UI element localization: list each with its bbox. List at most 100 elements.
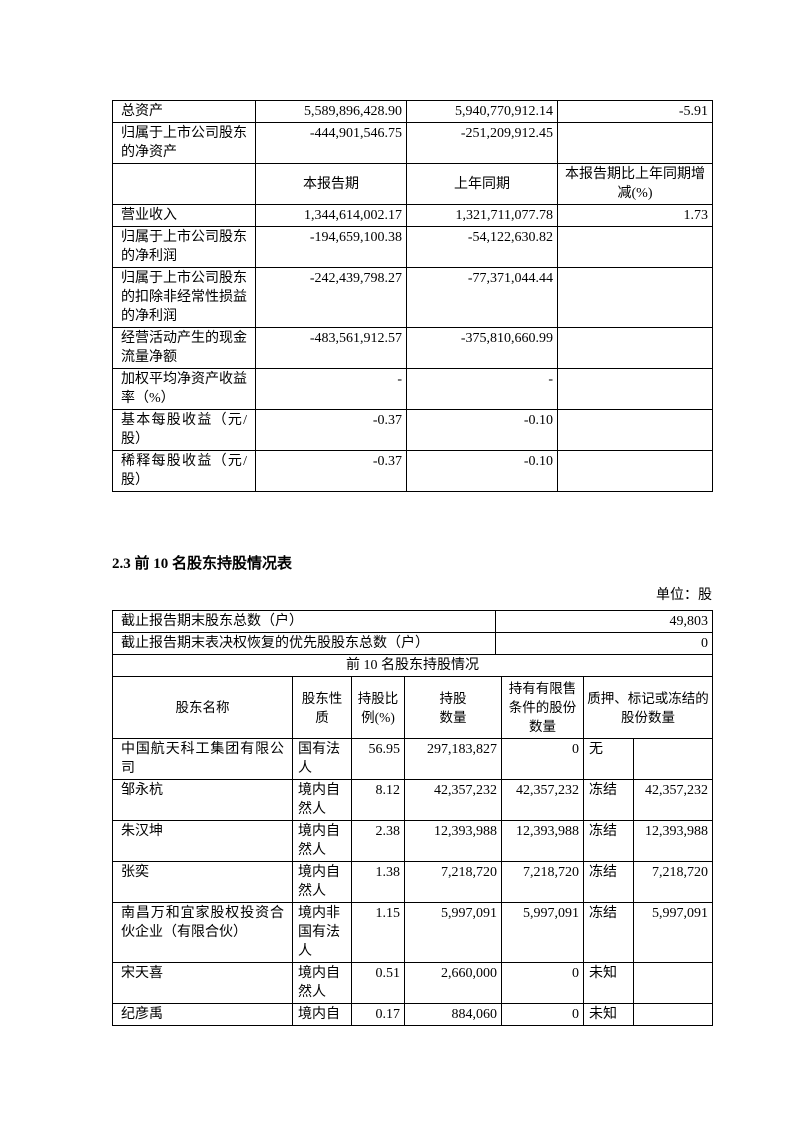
restricted-shares: 0	[501, 1003, 584, 1026]
pledge-shares	[632, 738, 714, 780]
row-label: 营业收入	[112, 204, 256, 227]
shareholder-row: 中国航天科工集团有限公司 国有法人 56.95 297,183,827 0 无	[112, 738, 714, 780]
shareholder-header-row: 股东名称 股东性 质 持股比 例(%) 持股 数量 持有有限售 条件的股份 数量…	[112, 676, 714, 739]
current-period-value: 5,589,896,428.90	[255, 100, 407, 123]
shareholder-row: 邹永杭 境内自然人 8.12 42,357,232 42,357,232 冻结 …	[112, 779, 714, 821]
change-value	[557, 368, 713, 410]
header-pledge-frozen: 质押、标记或冻结的 股份数量	[582, 676, 714, 739]
restricted-shares: 0	[501, 962, 584, 1004]
shareholder-row: 南昌万和宜家股权投资合伙企业（有限合伙） 境内非国有法人 1.15 5,997,…	[112, 902, 714, 963]
header-restricted-shares: 持有有限售 条件的股份 数量	[501, 676, 584, 739]
shareholding-ratio: 1.38	[351, 861, 405, 903]
table-row: 经营活动产生的现金流量净额 -483,561,912.57 -375,810,6…	[112, 327, 713, 369]
shareholding-ratio: 0.51	[351, 962, 405, 1004]
page-content: 总资产 5,589,896,428.90 5,940,770,912.14 -5…	[111, 100, 714, 1026]
pledge-status: 未知	[583, 962, 634, 1004]
table-row: 总资产 5,589,896,428.90 5,940,770,912.14 -5…	[112, 100, 713, 123]
shareholding-ratio: 2.38	[351, 820, 405, 862]
table-row: 加权平均净资产收益率（%） - -	[112, 368, 713, 410]
prior-period-value: -77,371,044.44	[406, 267, 558, 328]
prior-period-value: -54,122,630.82	[406, 226, 558, 268]
shareholder-name: 宋天喜	[112, 962, 293, 1004]
row-label: 归属于上市公司股东的净资产	[112, 122, 256, 164]
prior-period-value: 5,940,770,912.14	[406, 100, 558, 123]
current-period-value: -0.37	[255, 450, 407, 492]
shareholder-name: 朱汉坤	[112, 820, 293, 862]
table-row: 稀释每股收益（元/股） -0.37 -0.10	[112, 450, 713, 492]
shareholding-ratio: 56.95	[351, 738, 405, 780]
shareholder-nature: 境内非国有法人	[292, 902, 352, 963]
table-row: 归属于上市公司股东的净资产 -444,901,546.75 -251,209,9…	[112, 122, 713, 164]
table-row: 截止报告期末股东总数（户） 49,803	[112, 610, 713, 633]
section-heading: 2.3 前 10 名股东持股情况表	[112, 556, 293, 572]
header-shareholder-nature: 股东性 质	[292, 676, 352, 739]
header-shareholder-name: 股东名称	[112, 676, 293, 739]
pledge-status: 未知	[583, 1003, 634, 1026]
current-period-value: 1,344,614,002.17	[255, 204, 407, 227]
current-period-value: -0.37	[255, 409, 407, 451]
financial-summary-table: 总资产 5,589,896,428.90 5,940,770,912.14 -5…	[112, 100, 713, 492]
prior-period-value: -0.10	[406, 409, 558, 451]
change-value: -5.91	[557, 100, 713, 123]
pledge-shares: 5,997,091	[632, 902, 714, 963]
shareholder-nature: 国有法人	[292, 738, 352, 780]
shareholder-nature: 境内自然人	[292, 779, 352, 821]
shares-held: 42,357,232	[404, 779, 502, 821]
shareholder-row: 纪彦禹 境内自 0.17 884,060 0 未知	[112, 1003, 714, 1026]
header-shares-held: 持股 数量	[404, 676, 502, 739]
row-label: 归属于上市公司股东的扣除非经常性损益的净利润	[112, 267, 256, 328]
table-row: 归属于上市公司股东的净利润 -194,659,100.38 -54,122,63…	[112, 226, 713, 268]
prior-period-value: -375,810,660.99	[406, 327, 558, 369]
prior-period-header: 上年同期	[406, 163, 558, 205]
change-value	[557, 409, 713, 451]
change-value	[557, 122, 713, 164]
table-row: 归属于上市公司股东的扣除非经常性损益的净利润 -242,439,798.27 -…	[112, 267, 713, 328]
table-row: 截止报告期末表决权恢复的优先股股东总数（户） 0	[112, 632, 713, 655]
shares-held: 2,660,000	[404, 962, 502, 1004]
total-shareholders-label: 截止报告期末股东总数（户）	[112, 610, 496, 633]
shareholder-nature: 境内自	[292, 1003, 352, 1026]
row-label: 加权平均净资产收益率（%）	[112, 368, 256, 410]
row-label: 基本每股收益（元/股）	[112, 409, 256, 451]
empty-corner-cell	[112, 163, 256, 205]
restricted-shares: 0	[501, 738, 584, 780]
prior-period-value: -251,209,912.45	[406, 122, 558, 164]
change-value: 1.73	[557, 204, 713, 227]
pledge-status: 冻结	[583, 779, 634, 821]
preferred-shareholders-label: 截止报告期末表决权恢复的优先股股东总数（户）	[112, 632, 496, 655]
change-value	[557, 327, 713, 369]
row-label: 经营活动产生的现金流量净额	[112, 327, 256, 369]
shares-held: 884,060	[404, 1003, 502, 1026]
row-label: 归属于上市公司股东的净利润	[112, 226, 256, 268]
top10-shareholders-table: 前 10 名股东持股情况 股东名称 股东性 质 持股比 例(%) 持股 数量 持…	[111, 654, 714, 1026]
shareholder-row: 张奕 境内自然人 1.38 7,218,720 7,218,720 冻结 7,2…	[112, 861, 714, 903]
current-period-value: -483,561,912.57	[255, 327, 407, 369]
pledge-status: 冻结	[583, 902, 634, 963]
restricted-shares: 7,218,720	[501, 861, 584, 903]
pledge-status: 冻结	[583, 861, 634, 903]
current-period-value: -242,439,798.27	[255, 267, 407, 328]
shareholder-nature: 境内自然人	[292, 861, 352, 903]
current-period-header: 本报告期	[255, 163, 407, 205]
pledge-shares: 12,393,988	[632, 820, 714, 862]
shareholding-ratio: 0.17	[351, 1003, 405, 1026]
pledge-shares: 42,357,232	[632, 779, 714, 821]
change-value	[557, 267, 713, 328]
restricted-shares: 12,393,988	[501, 820, 584, 862]
shareholder-name: 邹永杭	[112, 779, 293, 821]
shareholder-nature: 境内自然人	[292, 820, 352, 862]
change-value	[557, 450, 713, 492]
shareholding-ratio: 1.15	[351, 902, 405, 963]
current-period-value: -444,901,546.75	[255, 122, 407, 164]
change-value	[557, 226, 713, 268]
change-header: 本报告期比上年同期增减(%)	[557, 163, 713, 205]
pledge-shares	[632, 1003, 714, 1026]
shares-held: 7,218,720	[404, 861, 502, 903]
table-row: 营业收入 1,344,614,002.17 1,321,711,077.78 1…	[112, 204, 713, 227]
shareholding-ratio: 8.12	[351, 779, 405, 821]
shareholder-name: 中国航天科工集团有限公司	[112, 738, 293, 780]
prior-period-value: -	[406, 368, 558, 410]
shareholder-name: 纪彦禹	[112, 1003, 293, 1026]
shares-held: 12,393,988	[404, 820, 502, 862]
